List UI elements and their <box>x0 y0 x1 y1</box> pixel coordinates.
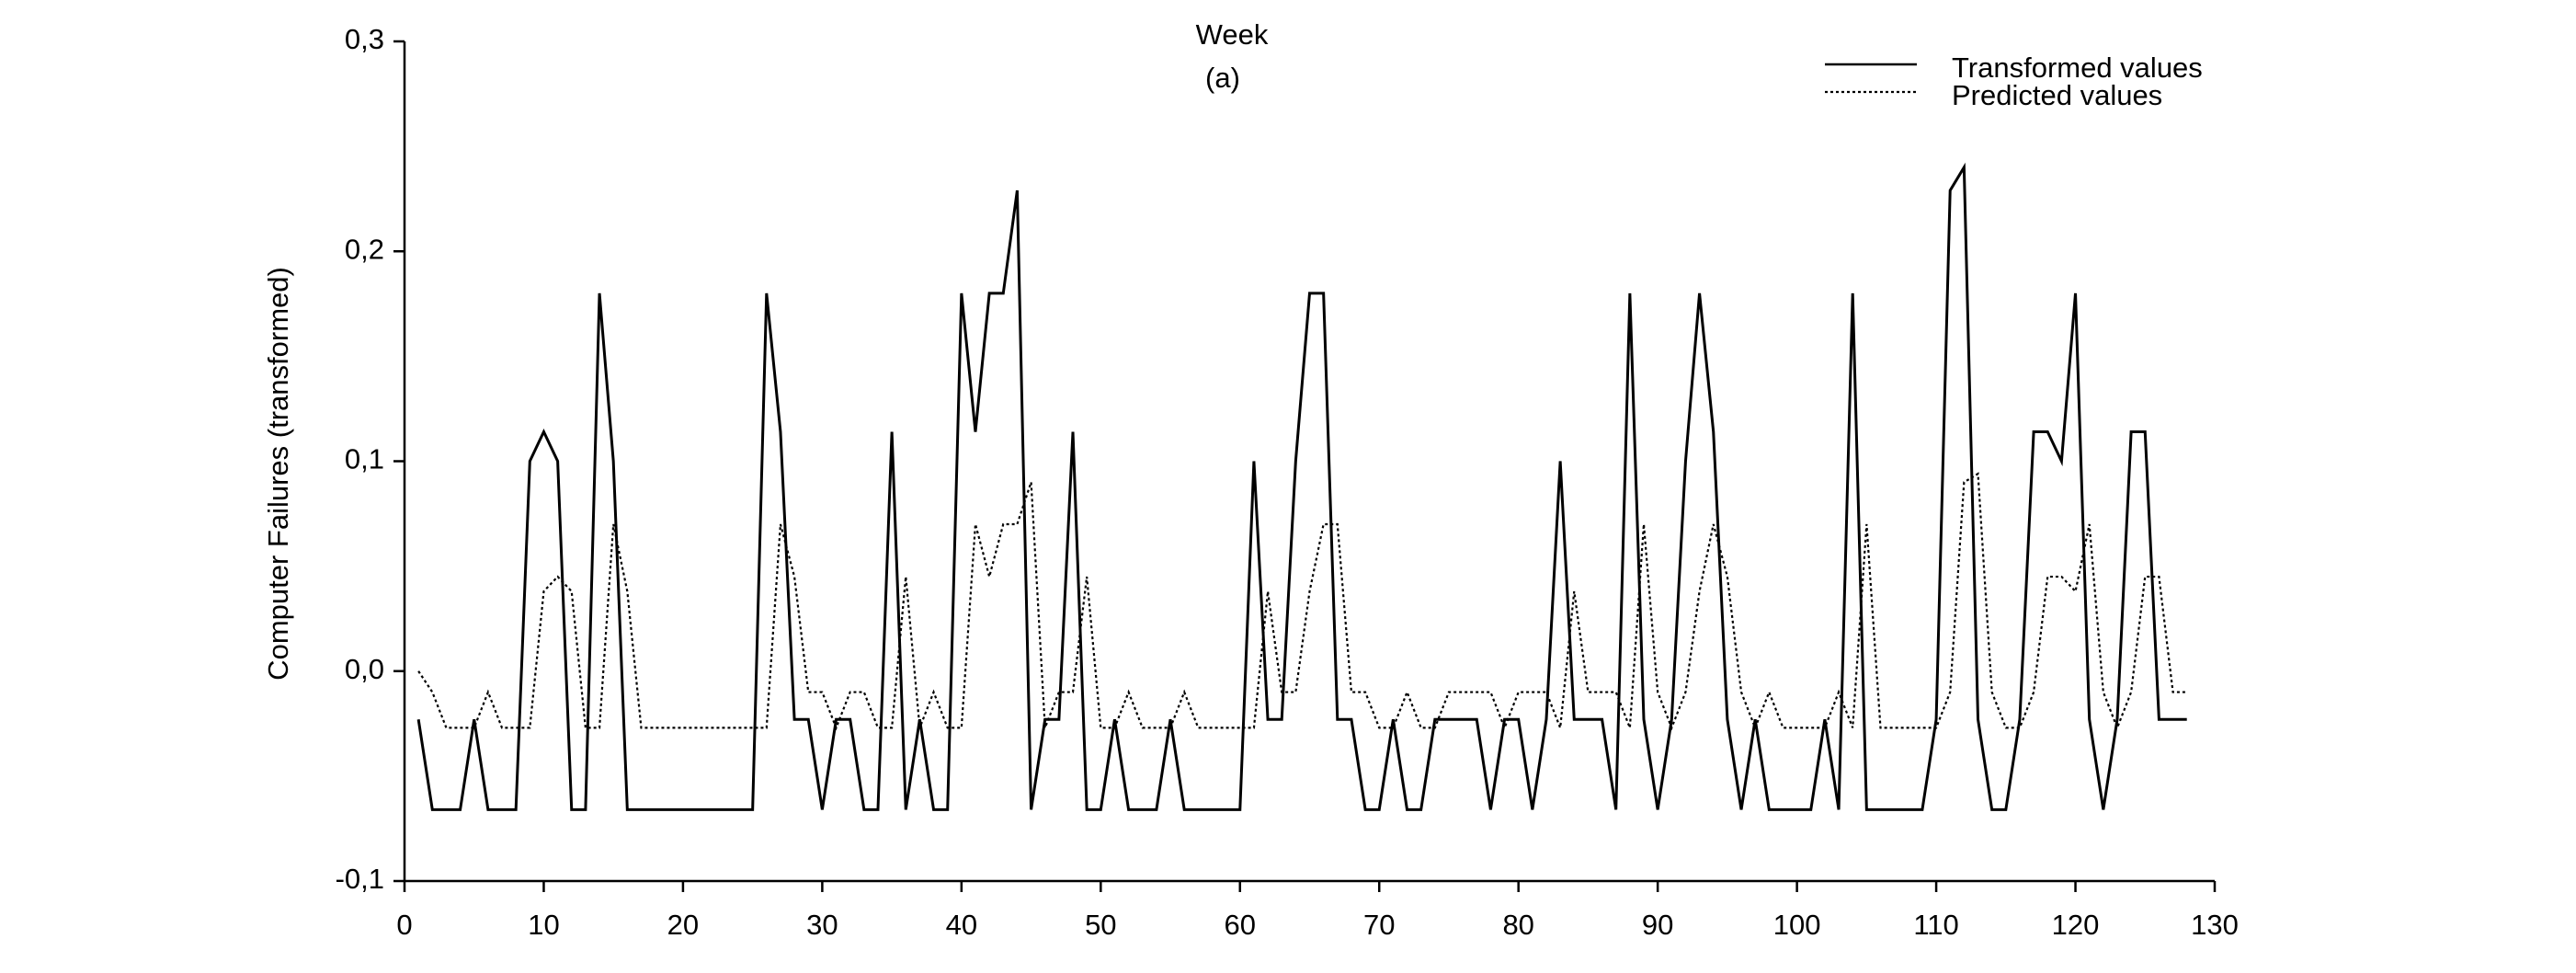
x-tick-label: 0 <box>396 909 412 941</box>
x-tick-label: 70 <box>1363 909 1395 941</box>
y-tick-label: -0,1 <box>336 863 384 895</box>
x-tick-label: 40 <box>946 909 977 941</box>
x-tick-label: 20 <box>667 909 699 941</box>
x-tick-label: 80 <box>1502 909 1533 941</box>
y-tick-label: 0,2 <box>345 233 384 265</box>
x-tick-label: 30 <box>806 909 838 941</box>
y-tick-label: 0,1 <box>345 443 384 475</box>
x-tick-label: 100 <box>1773 909 1821 941</box>
x-tick-label: 50 <box>1085 909 1116 941</box>
data-line <box>417 472 2187 731</box>
legend-label: Transformed values <box>1952 52 2203 84</box>
x-tick-label: 120 <box>2052 909 2100 941</box>
x-tick-label: 10 <box>528 909 559 941</box>
chart-title: Week <box>1196 18 1269 51</box>
y-tick-label: 0,3 <box>345 23 384 55</box>
x-tick-label: 110 <box>1913 909 1958 941</box>
x-tick-label: 130 <box>2191 909 2239 941</box>
x-tick-label: 60 <box>1225 909 1256 941</box>
y-axis-label: Computer Failures (transformed) <box>262 267 294 681</box>
legend-label: Predicted values <box>1952 79 2162 111</box>
data-line <box>416 162 2187 811</box>
x-tick-label: 90 <box>1642 909 1673 941</box>
y-tick-label: 0,0 <box>345 653 384 685</box>
chart-subtitle: (a) <box>1205 62 1240 94</box>
